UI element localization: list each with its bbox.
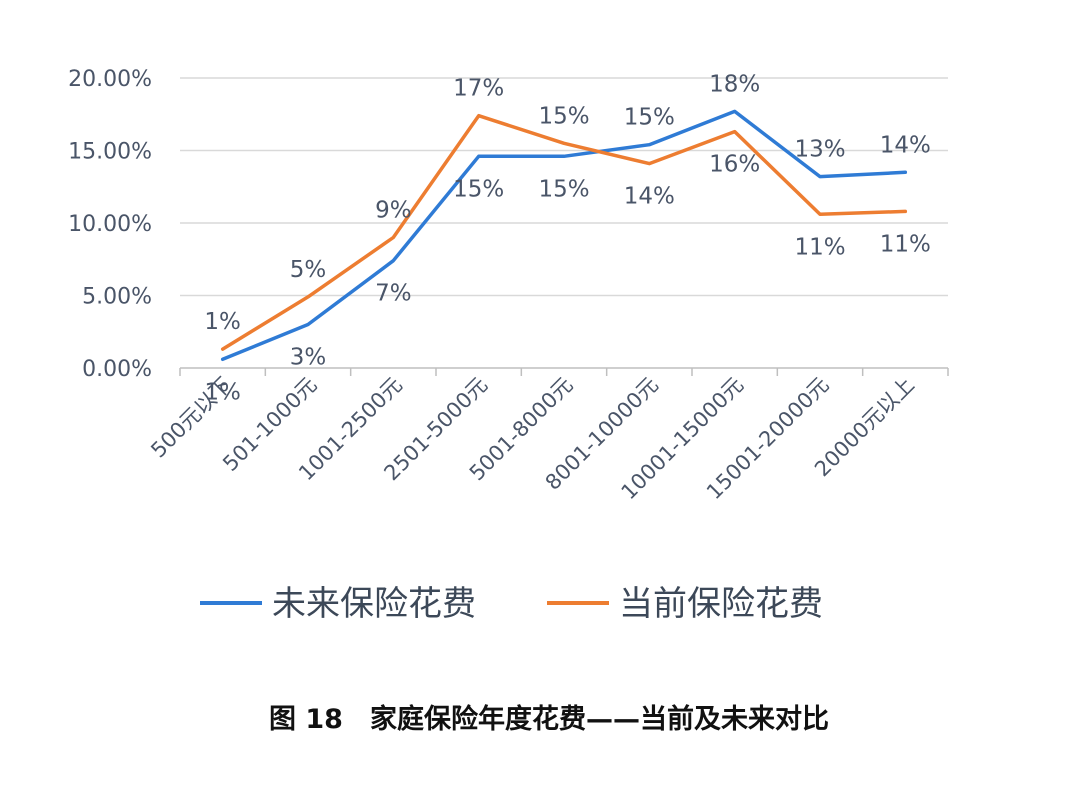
y-tick-label: 15.00%: [68, 140, 152, 165]
data-label-series-1: 18%: [709, 71, 760, 97]
data-label-series-1: 13%: [794, 137, 845, 163]
data-label-series-2: 9%: [375, 198, 412, 224]
data-label-series-1: 15%: [624, 105, 675, 131]
data-label-series-1: 14%: [880, 132, 931, 158]
data-label-series-2: 14%: [624, 184, 675, 210]
x-axis-ticks: 500元以下501-1000元1001-2500元2501-5000元5001-…: [146, 373, 919, 505]
data-label-series-2: 16%: [709, 152, 760, 178]
y-tick-label: 10.00%: [68, 212, 152, 237]
y-tick-label: 5.00%: [82, 285, 152, 310]
legend: 未来保险花费 当前保险花费: [200, 584, 823, 624]
data-labels: 1% 1% 5% 3% 9% 7% 17% 15% 15% 15% 15% 14% 18% 16% 13% 1…: [204, 71, 930, 405]
series-lines: [220, 109, 908, 362]
x-axis: [179, 367, 949, 376]
data-label-series-2: 5%: [290, 257, 327, 283]
data-label-series-2: 15%: [538, 103, 589, 129]
data-label-series-1: 3%: [290, 345, 327, 371]
data-label-series-2: 11%: [794, 234, 845, 260]
legend-label-series-2: 当前保险花费: [619, 584, 823, 624]
data-label-series-1: 15%: [453, 176, 504, 202]
y-axis-ticks: 0.00% 5.00% 10.00% 15.00% 20.00%: [68, 67, 152, 382]
data-label-series-2: 11%: [880, 231, 931, 257]
legend-label-series-1: 未来保险花费: [272, 584, 476, 624]
y-tick-label: 0.00%: [82, 357, 152, 382]
y-tick-label: 20.00%: [68, 67, 152, 92]
data-label-series-1: 15%: [538, 176, 589, 202]
series-line-1: [220, 109, 908, 362]
chart-caption: 图 18 家庭保险年度花费——当前及未来对比: [269, 703, 829, 735]
data-label-series-1: 7%: [375, 281, 412, 307]
data-label-series-2: 17%: [453, 76, 504, 102]
gridlines: [180, 77, 948, 297]
series-line-2: [220, 113, 908, 351]
data-label-series-1: 1%: [204, 379, 241, 405]
data-label-series-2: 1%: [204, 309, 241, 335]
